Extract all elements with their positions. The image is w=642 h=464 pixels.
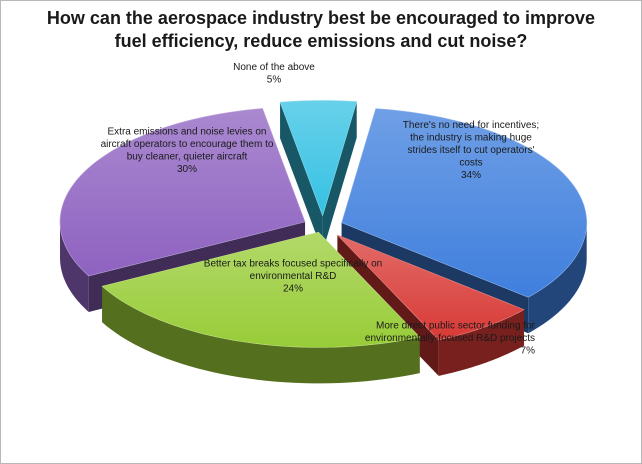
pie-slice-top-better-tax-breaks-focused-sp bbox=[101, 231, 421, 348]
pie-slice-top-none-of-the-above bbox=[279, 100, 358, 217]
slice-label-more-direct-public-sector-fu: More direct public sector funding for env… bbox=[365, 321, 536, 357]
slice-value-label: 24% bbox=[283, 284, 303, 295]
slice-label-better-tax-breaks-focused-sp: Better tax breaks focused specifically o… bbox=[204, 259, 382, 295]
slice-value-label: 7% bbox=[521, 346, 536, 357]
slice-label-there-s-no-need-for-incentiv: There's no need for incentives; the indus… bbox=[403, 120, 539, 181]
slice-wall bbox=[280, 102, 323, 252]
slice-rim bbox=[528, 222, 587, 334]
slice-label-none-of-the-above: None of the above 5% bbox=[233, 62, 315, 86]
slice-value-label: 5% bbox=[267, 74, 282, 85]
slice-value-label: 30% bbox=[177, 164, 197, 175]
pie-slice-none-of-the-above bbox=[280, 101, 357, 252]
slice-rim bbox=[60, 221, 89, 312]
slice-rim bbox=[438, 309, 525, 376]
pie-slice-top-more-direct-public-sector-fu bbox=[337, 234, 525, 341]
chart-title: How can the aerospace industry best be e… bbox=[46, 8, 596, 51]
pie-slice-top-extra-emissions-and-noise-le bbox=[59, 108, 306, 277]
slice-value-label: 34% bbox=[461, 170, 481, 181]
slice-wall bbox=[322, 101, 357, 252]
pie-slice-top-there-s-no-need-for-incentiv bbox=[341, 108, 587, 298]
slice-rim bbox=[102, 286, 420, 384]
slice-label-extra-emissions-and-noise-le: Extra emissions and noise levies on aircr… bbox=[101, 126, 274, 175]
